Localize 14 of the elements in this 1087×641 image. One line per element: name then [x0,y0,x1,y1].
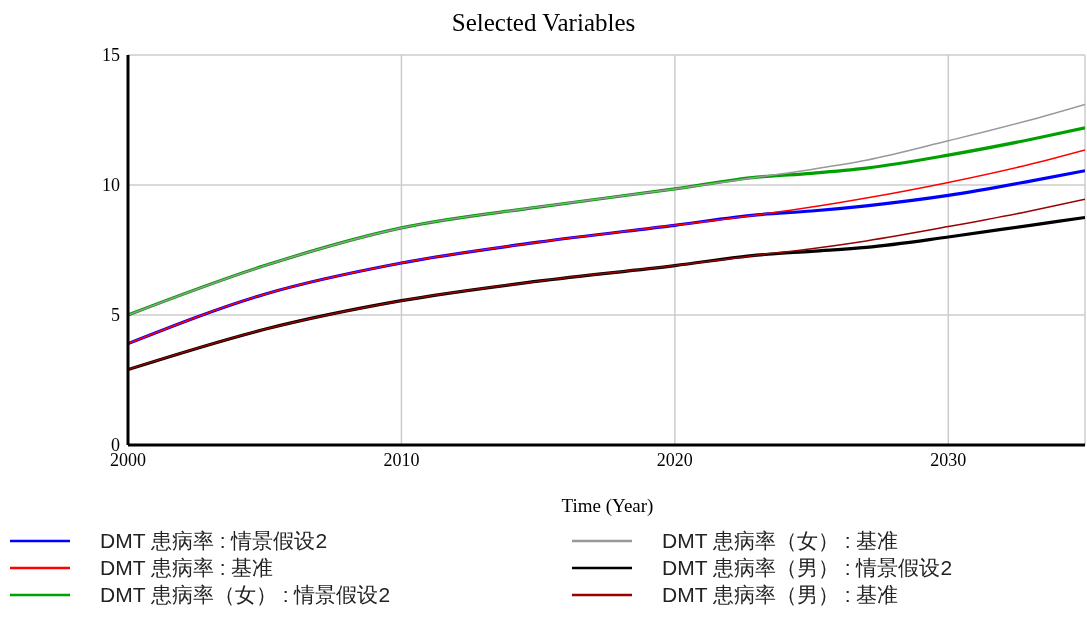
legend-label: DMT 患病率 : 情景假设2 [100,527,328,554]
x-tick-label: 2030 [930,449,967,470]
chart-title: Selected Variables [450,8,637,38]
x-tick-label: 2020 [656,449,693,470]
x-tick-label: 2010 [383,449,420,470]
legend-label: DMT 患病率（男） : 情景假设2 [662,554,953,581]
legend-label: DMT 患病率（男） : 基准 [662,581,899,608]
legend-label: DMT 患病率（女） : 基准 [662,527,899,554]
y-tick-label: 10 [102,175,120,196]
y-tick-label: 15 [102,45,120,66]
y-tick-label: 5 [111,305,120,326]
legend-label: DMT 患病率 : 基准 [100,554,274,581]
x-axis-title: Time (Year) [560,494,655,518]
legend-label: DMT 患病率（女） : 情景假设2 [100,581,391,608]
